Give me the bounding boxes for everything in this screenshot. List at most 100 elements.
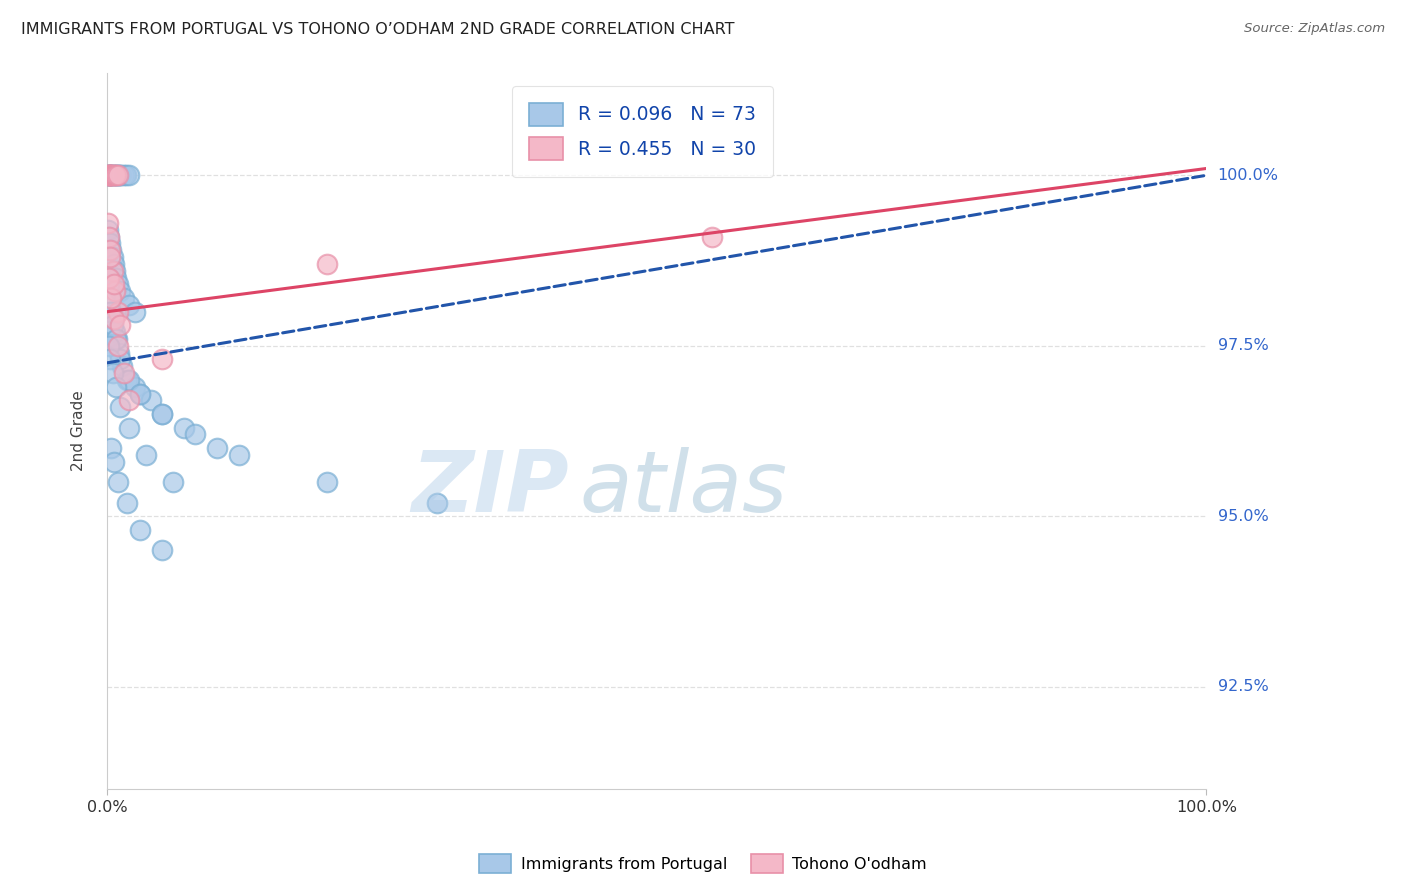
Point — [101, 366, 124, 380]
Point — [100, 169, 122, 183]
Point — [150, 407, 173, 421]
Point — [118, 298, 141, 312]
Point — [107, 475, 129, 490]
Point — [100, 291, 122, 305]
Point — [103, 311, 125, 326]
Point — [316, 257, 339, 271]
Point — [112, 366, 135, 380]
Point — [98, 169, 121, 183]
Point — [110, 400, 132, 414]
Point — [101, 250, 124, 264]
Point — [107, 169, 129, 183]
Point — [103, 455, 125, 469]
Point — [103, 257, 125, 271]
Point — [110, 285, 132, 299]
Point — [98, 169, 121, 183]
Point — [100, 169, 122, 183]
Point — [100, 169, 122, 183]
Point — [105, 169, 128, 183]
Point — [98, 169, 121, 183]
Legend: Immigrants from Portugal, Tohono O'odham: Immigrants from Portugal, Tohono O'odham — [472, 847, 934, 880]
Point — [97, 169, 120, 183]
Point — [103, 169, 125, 183]
Point — [100, 304, 122, 318]
Point — [103, 169, 125, 183]
Point — [108, 169, 131, 183]
Point — [150, 407, 173, 421]
Point — [110, 352, 132, 367]
Point — [124, 304, 146, 318]
Text: atlas: atlas — [579, 447, 787, 530]
Text: 97.5%: 97.5% — [1218, 338, 1268, 353]
Point — [105, 332, 128, 346]
Point — [700, 229, 723, 244]
Text: ZIP: ZIP — [411, 447, 569, 530]
Y-axis label: 2nd Grade: 2nd Grade — [72, 391, 86, 472]
Point — [98, 229, 121, 244]
Point — [100, 169, 122, 183]
Point — [104, 169, 127, 183]
Text: Source: ZipAtlas.com: Source: ZipAtlas.com — [1244, 22, 1385, 36]
Point — [104, 169, 127, 183]
Point — [97, 216, 120, 230]
Point — [98, 277, 121, 292]
Point — [100, 244, 122, 258]
Point — [100, 169, 122, 183]
Text: 95.0%: 95.0% — [1218, 508, 1268, 524]
Text: IMMIGRANTS FROM PORTUGAL VS TOHONO O’ODHAM 2ND GRADE CORRELATION CHART: IMMIGRANTS FROM PORTUGAL VS TOHONO O’ODH… — [21, 22, 734, 37]
Point — [118, 420, 141, 434]
Point — [129, 386, 152, 401]
Point — [114, 169, 136, 183]
Point — [97, 169, 120, 183]
Point — [107, 339, 129, 353]
Point — [184, 427, 207, 442]
Point — [100, 236, 122, 251]
Point — [135, 448, 157, 462]
Point — [98, 270, 121, 285]
Point — [129, 523, 152, 537]
Point — [107, 277, 129, 292]
Point — [112, 291, 135, 305]
Point — [111, 359, 134, 374]
Point — [104, 380, 127, 394]
Point — [107, 304, 129, 318]
Point — [104, 169, 127, 183]
Point — [129, 386, 152, 401]
Point — [118, 393, 141, 408]
Text: 92.5%: 92.5% — [1218, 680, 1268, 694]
Point — [162, 475, 184, 490]
Point — [112, 169, 135, 183]
Text: 100.0%: 100.0% — [1218, 168, 1278, 183]
Point — [101, 264, 124, 278]
Point — [97, 223, 120, 237]
Point — [173, 420, 195, 434]
Point — [110, 318, 132, 333]
Point — [104, 270, 127, 285]
Point — [118, 169, 141, 183]
Point — [150, 543, 173, 558]
Point — [100, 244, 122, 258]
Point — [100, 250, 122, 264]
Point — [101, 169, 124, 183]
Point — [316, 475, 339, 490]
Point — [101, 169, 124, 183]
Point — [205, 441, 228, 455]
Legend: R = 0.096   N = 73, R = 0.455   N = 30: R = 0.096 N = 73, R = 0.455 N = 30 — [512, 86, 773, 177]
Point — [104, 332, 127, 346]
Point — [101, 311, 124, 326]
Point — [97, 270, 120, 285]
Point — [118, 373, 141, 387]
Point — [104, 169, 127, 183]
Point — [139, 393, 162, 408]
Point — [100, 169, 122, 183]
Point — [110, 169, 132, 183]
Point — [104, 264, 127, 278]
Point — [101, 318, 124, 333]
Point — [104, 285, 127, 299]
Point — [100, 304, 122, 318]
Point — [98, 169, 121, 183]
Point — [104, 325, 127, 339]
Point — [98, 339, 121, 353]
Point — [115, 496, 138, 510]
Point — [150, 352, 173, 367]
